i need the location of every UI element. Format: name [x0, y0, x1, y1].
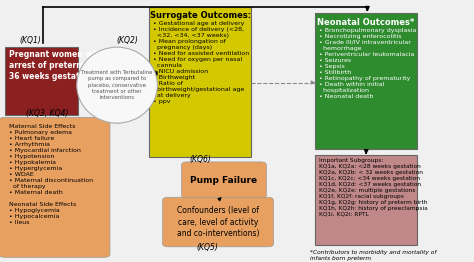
FancyBboxPatch shape: [315, 155, 417, 245]
FancyBboxPatch shape: [163, 197, 273, 247]
Text: Surrogate Outcomes:: Surrogate Outcomes:: [150, 11, 251, 20]
FancyBboxPatch shape: [0, 117, 110, 257]
Ellipse shape: [77, 47, 157, 123]
Text: Important Subgroups:
KQ1a, KQ2a: <28 weeks gestation
KQ2a, KQ2b: < 32 weeks gest: Important Subgroups: KQ1a, KQ2a: <28 wee…: [319, 158, 428, 217]
Text: Treatment with Terbutaline
pump as compared to
placebo, conservative
treatment o: Treatment with Terbutaline pump as compa…: [82, 70, 153, 100]
Text: Neonatal Outcomes*: Neonatal Outcomes*: [318, 18, 415, 27]
Text: (KQ1): (KQ1): [19, 36, 41, 45]
Text: • Bronchopulmonary dysplasia
• Necrotizing enterocolitis
• Grade III/IV intraven: • Bronchopulmonary dysplasia • Necrotizi…: [319, 28, 416, 99]
Text: (KQ3, KQ4): (KQ3, KQ4): [26, 110, 69, 118]
Text: (KQ5): (KQ5): [197, 243, 219, 252]
FancyBboxPatch shape: [182, 162, 266, 198]
Text: *Contributors to morbidity and mortality of
infants born preterm: *Contributors to morbidity and mortality…: [310, 250, 437, 261]
Text: (KQ2): (KQ2): [116, 36, 138, 45]
FancyBboxPatch shape: [315, 13, 417, 149]
Text: Pump Failure: Pump Failure: [191, 176, 257, 185]
Text: Maternal Side Effects
• Pulmonary edema
• Heart failure
• Arrhythmia
• Myocardia: Maternal Side Effects • Pulmonary edema …: [9, 124, 92, 225]
Text: • Gestational age at delivery
• Incidence of delivery (<28,
  <32, <34, <37 week: • Gestational age at delivery • Incidenc…: [153, 21, 249, 104]
FancyBboxPatch shape: [5, 47, 78, 115]
Text: Pregnant women with
arrest of preterm labor (24-
36 weeks gestation): Pregnant women with arrest of preterm la…: [9, 50, 128, 81]
Text: Confounders (level of
care, level of activity
and co-interventions): Confounders (level of care, level of act…: [177, 206, 259, 238]
FancyBboxPatch shape: [149, 7, 251, 157]
Text: (KQ6): (KQ6): [190, 155, 211, 164]
